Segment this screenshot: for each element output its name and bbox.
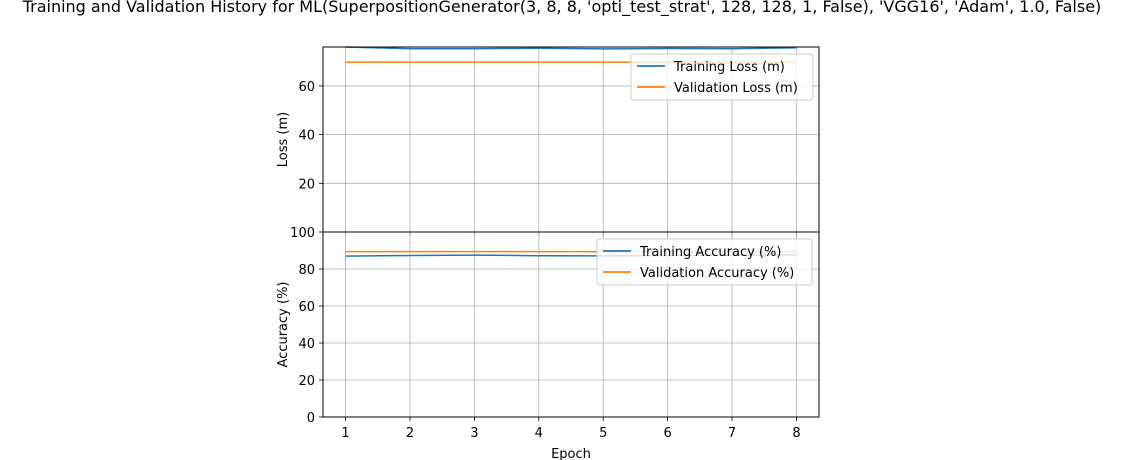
loss-series-training-line [345, 46, 797, 50]
accuracy-xtick-label: 6 [663, 426, 671, 441]
accuracy-xtick-label: 3 [470, 426, 478, 441]
accuracy-xlabel: Epoch [551, 447, 591, 460]
accuracy-xtick-label: 5 [599, 426, 607, 441]
accuracy-ytick-label: 60 [298, 300, 315, 315]
accuracy-legend-box [596, 238, 813, 286]
accuracy-legend-label-training: Training Accuracy (%) [639, 245, 781, 260]
loss-ytick-label: 40 [298, 129, 315, 144]
accuracy-ytick-label: 100 [290, 226, 315, 241]
loss-ylabel: Loss (m) [276, 112, 291, 167]
loss-legend-label-validation: Validation Loss (m) [674, 81, 798, 96]
accuracy-ytick-label: 80 [298, 263, 315, 278]
figure-title: Training and Validation History for ML(S… [22, 0, 1102, 17]
accuracy-xtick-label: 1 [341, 426, 349, 441]
loss-ytick-label: 20 [298, 177, 315, 192]
accuracy-ylabel: Accuracy (%) [276, 282, 291, 368]
loss-legend-box [630, 53, 814, 101]
accuracy-xtick-label: 8 [792, 426, 800, 441]
accuracy-ytick-label: 40 [298, 337, 315, 352]
loss-legend-label-training: Training Loss (m) [673, 60, 785, 75]
accuracy-ytick-label: 0 [307, 411, 315, 426]
accuracy-legend-label-validation: Validation Accuracy (%) [640, 266, 794, 281]
accuracy-axes-frame [322, 231, 820, 418]
loss-ytick-label: 60 [298, 80, 315, 95]
loss-panel: 20 40 60 Loss (m) Training Loss (m) Validatio… [276, 46, 820, 236]
accuracy-xtick-label: 2 [406, 426, 414, 441]
accuracy-ytick-label: 20 [298, 374, 315, 389]
accuracy-xtick-label: 7 [728, 426, 736, 441]
accuracy-xtick-label: 4 [535, 426, 543, 441]
accuracy-panel: 0 20 40 60 80 100 1 2 3 4 5 6 7 8 Accuracy (%) Epoch Tra… [276, 226, 820, 460]
